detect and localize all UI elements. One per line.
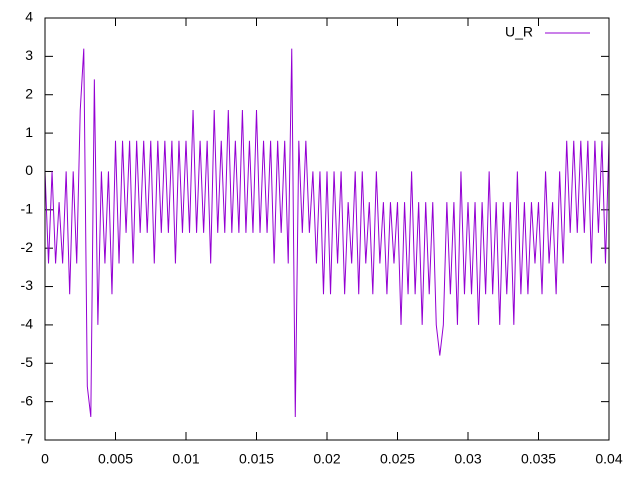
x-tick-label: 0.04 xyxy=(595,451,622,467)
y-tick-label: -1 xyxy=(21,201,34,217)
y-tick-label: -4 xyxy=(21,316,34,332)
y-tick-label: 4 xyxy=(25,9,33,25)
x-tick-label: 0.03 xyxy=(454,451,481,467)
y-tick-label: 1 xyxy=(25,124,33,140)
legend-label: U_R xyxy=(505,24,533,40)
y-tick-label: 2 xyxy=(25,85,33,101)
y-tick-label: -2 xyxy=(21,239,34,255)
x-tick-label: 0.005 xyxy=(98,451,133,467)
x-tick-label: 0.02 xyxy=(313,451,340,467)
y-tick-label: -3 xyxy=(21,277,34,293)
y-tick-label: -6 xyxy=(21,392,34,408)
x-tick-label: 0 xyxy=(41,451,49,467)
y-tick-label: -5 xyxy=(21,354,34,370)
y-tick-label: -7 xyxy=(21,431,34,447)
plot-frame xyxy=(44,17,610,441)
x-tick-label: 0.01 xyxy=(172,451,199,467)
y-tick-label: 0 xyxy=(25,162,33,178)
y-tick-label: 3 xyxy=(25,47,33,63)
x-tick-label: 0.035 xyxy=(521,451,556,467)
data-line xyxy=(44,48,610,418)
x-tick-label: 0.015 xyxy=(239,451,274,467)
x-tick-label: 0.025 xyxy=(380,451,415,467)
